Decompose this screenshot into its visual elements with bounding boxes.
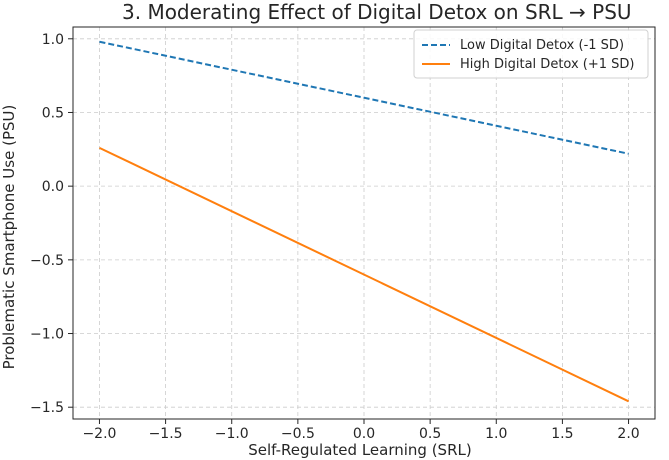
x-axis-label: Self-Regulated Learning (SRL) — [248, 441, 471, 459]
x-tick-label: 0.5 — [419, 426, 441, 442]
y-axis-label: Problematic Smartphone Use (PSU) — [0, 105, 18, 370]
x-tick-label: −2.0 — [82, 426, 116, 442]
x-tick-label: 0.0 — [353, 426, 375, 442]
y-tick-label: −1.0 — [30, 327, 64, 343]
ticks: −2.0 −1.5 −1.0 −0.5 0.0 0.5 1.0 1.5 2.0 1.0 0.5 0.0… — [30, 32, 640, 442]
y-tick-label: −0.5 — [30, 253, 64, 269]
series-layer — [99, 40, 629, 403]
series-line-high-detox — [99, 146, 629, 403]
series-line-low-detox — [99, 40, 629, 155]
x-tick-label: −0.5 — [281, 426, 315, 442]
x-tick-label: 1.0 — [485, 426, 507, 442]
legend-label-high-detox: High Digital Detox (+1 SD) — [460, 57, 635, 72]
x-tick-label: −1.0 — [215, 426, 249, 442]
y-tick-label: 0.5 — [42, 105, 64, 121]
y-tick-label: 0.0 — [42, 179, 64, 195]
legend-label-low-detox: Low Digital Detox (-1 SD) — [460, 38, 624, 53]
y-tick-label: −1.5 — [30, 400, 64, 416]
legend-box — [413, 29, 649, 79]
legend: Low Digital Detox (-1 SD) High Digital D… — [413, 29, 649, 79]
y-tick-label: 1.0 — [42, 32, 64, 48]
x-tick-label: 2.0 — [617, 426, 639, 442]
x-tick-label: 1.5 — [551, 426, 573, 442]
grid — [73, 27, 655, 419]
chart-title: 3. Moderating Effect of Digital Detox on… — [122, 0, 632, 24]
x-tick-label: −1.5 — [149, 426, 183, 442]
